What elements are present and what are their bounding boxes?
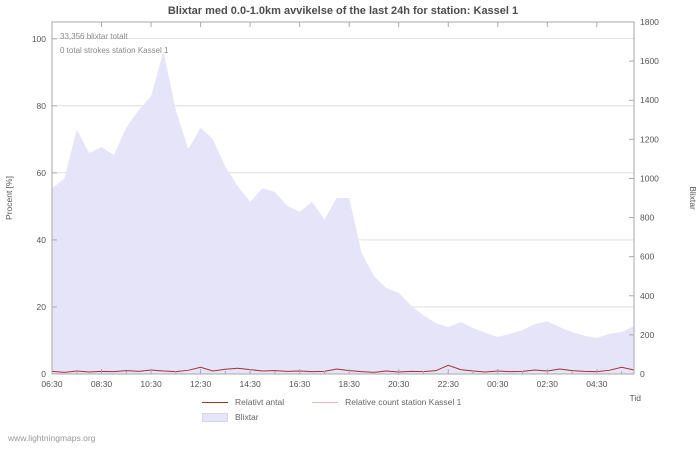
right-tick-label: 200	[640, 330, 654, 340]
legend-label-relative: Relativt antal	[235, 397, 285, 407]
legend-row-lines: Relativt antal Relative count station Ka…	[202, 397, 461, 407]
legend-item-area: Blixtar	[202, 412, 259, 422]
right-tick-label: 1800	[640, 17, 659, 27]
axis-ticks: 0204060801000200400600800100012001400160…	[32, 17, 659, 389]
left-tick-label: 0	[41, 369, 46, 379]
x-tick-label: 06:30	[41, 379, 63, 389]
left-tick-label: 60	[37, 168, 47, 178]
chart-title: Blixtar med 0.0-1.0km avvikelse of the l…	[168, 5, 518, 17]
x-tick-label: 12:30	[190, 379, 212, 389]
x-tick-label: 10:30	[140, 379, 162, 389]
legend-item-relative: Relativt antal	[202, 397, 284, 407]
right-tick-label: 0	[640, 369, 645, 379]
x-tick-label: 14:30	[239, 379, 261, 389]
relative-line-swatch	[202, 401, 228, 403]
right-tick-label: 1000	[640, 173, 659, 183]
x-tick-label: 02:30	[537, 379, 559, 389]
legend-row-area: Blixtar	[202, 412, 461, 422]
legend: Relativt antal Relative count station Ka…	[202, 397, 461, 422]
x-tick-label: 16:30	[289, 379, 311, 389]
right-axis-label: Blixtar	[688, 186, 698, 210]
x-tick-label: 18:30	[339, 379, 361, 389]
x-tick-label: 04:30	[586, 379, 608, 389]
left-axis-label: Procent [%]	[4, 176, 14, 220]
chart-series	[51, 51, 635, 375]
x-tick-label: 22:30	[438, 379, 460, 389]
left-tick-label: 100	[32, 34, 46, 44]
annotation-station-strokes: 0 total strokes station Kassel 1	[60, 46, 169, 55]
plot-frame	[51, 21, 635, 375]
line-series	[51, 364, 635, 373]
right-tick-label: 1400	[640, 95, 659, 105]
left-tick-label: 20	[37, 302, 47, 312]
area-swatch	[202, 412, 228, 422]
legend-item-station: Relative count station Kassel 1	[312, 397, 461, 407]
annotation-total-strikes: 33,356 blixtar totalt	[60, 32, 128, 41]
right-tick-label: 1600	[640, 56, 659, 66]
x-tick-label: 08:30	[91, 379, 113, 389]
x-axis-label: Tid	[630, 393, 642, 403]
area-series	[52, 51, 634, 374]
right-tick-label: 1200	[640, 134, 659, 144]
station-line-swatch	[312, 401, 339, 403]
left-tick-label: 80	[37, 101, 47, 111]
x-tick-label: 20:30	[388, 379, 410, 389]
right-tick-label: 400	[640, 291, 654, 301]
right-tick-label: 800	[640, 213, 654, 223]
left-tick-label: 40	[37, 235, 47, 245]
watermark: www.lightningmaps.org	[8, 433, 96, 443]
right-tick-label: 600	[640, 252, 654, 262]
x-tick-label: 00:30	[487, 379, 509, 389]
legend-label-area: Blixtar	[235, 412, 259, 422]
legend-label-station: Relative count station Kassel 1	[345, 397, 462, 407]
